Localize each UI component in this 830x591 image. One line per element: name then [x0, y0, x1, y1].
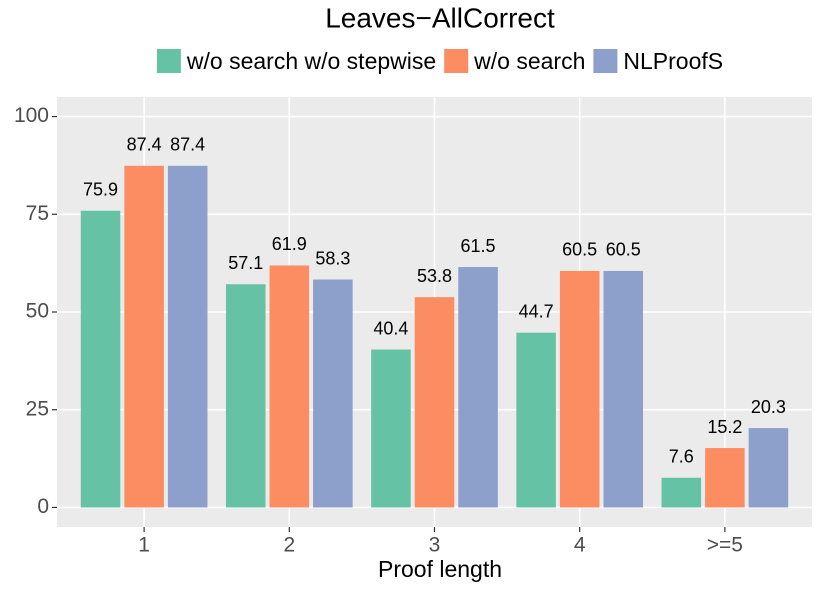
legend-label: w/o search — [473, 48, 585, 74]
x-axis-title: Proof length — [378, 556, 502, 582]
x-tick-label: 4 — [574, 534, 586, 557]
value-label: 40.4 — [373, 318, 408, 338]
value-label: 60.5 — [606, 240, 641, 260]
chart-title: Leaves−AllCorrect — [325, 2, 555, 33]
bar — [80, 210, 121, 508]
bar — [225, 284, 266, 508]
value-label: 60.5 — [562, 240, 597, 260]
x-tick-label: 1 — [138, 534, 150, 557]
value-label: 87.4 — [127, 135, 162, 155]
y-tick-label: 100 — [14, 104, 49, 127]
value-label: 58.3 — [315, 248, 350, 268]
bar — [748, 428, 789, 508]
bar — [269, 265, 310, 508]
y-tick-label: 50 — [26, 300, 49, 323]
bar — [167, 165, 208, 508]
legend-swatch — [444, 49, 469, 73]
value-label: 57.1 — [228, 253, 263, 273]
value-label: 61.9 — [272, 234, 307, 254]
bar — [371, 349, 411, 508]
value-label: 87.4 — [170, 135, 205, 155]
value-label: 61.5 — [461, 236, 496, 256]
bar — [559, 270, 600, 508]
value-label: 75.9 — [83, 180, 118, 200]
y-tick-label: 25 — [26, 397, 49, 420]
bar — [661, 477, 702, 508]
bar — [516, 332, 556, 508]
bar — [414, 297, 455, 508]
y-tick-label: 75 — [26, 202, 49, 225]
legend: w/o search w/o stepwise w/o search NLProof… — [156, 48, 723, 74]
value-label: 44.7 — [519, 301, 554, 321]
bar — [458, 267, 498, 508]
bar — [313, 279, 353, 508]
bar — [603, 270, 644, 508]
bar — [124, 165, 164, 508]
legend-label: w/o search w/o stepwise — [186, 48, 436, 74]
bar — [705, 448, 745, 508]
legend-swatch — [593, 49, 618, 73]
value-label: 15.2 — [707, 417, 742, 437]
x-tick-label: 3 — [429, 534, 441, 557]
legend-swatch — [156, 49, 181, 73]
x-tick-label: >=5 — [707, 534, 743, 557]
y-tick-label: 0 — [37, 495, 49, 518]
value-label: 7.6 — [669, 446, 694, 466]
value-label: 20.3 — [751, 397, 786, 417]
value-label: 53.8 — [417, 266, 452, 286]
x-tick-label: 2 — [283, 534, 295, 557]
legend-label: NLProofS — [623, 48, 723, 74]
